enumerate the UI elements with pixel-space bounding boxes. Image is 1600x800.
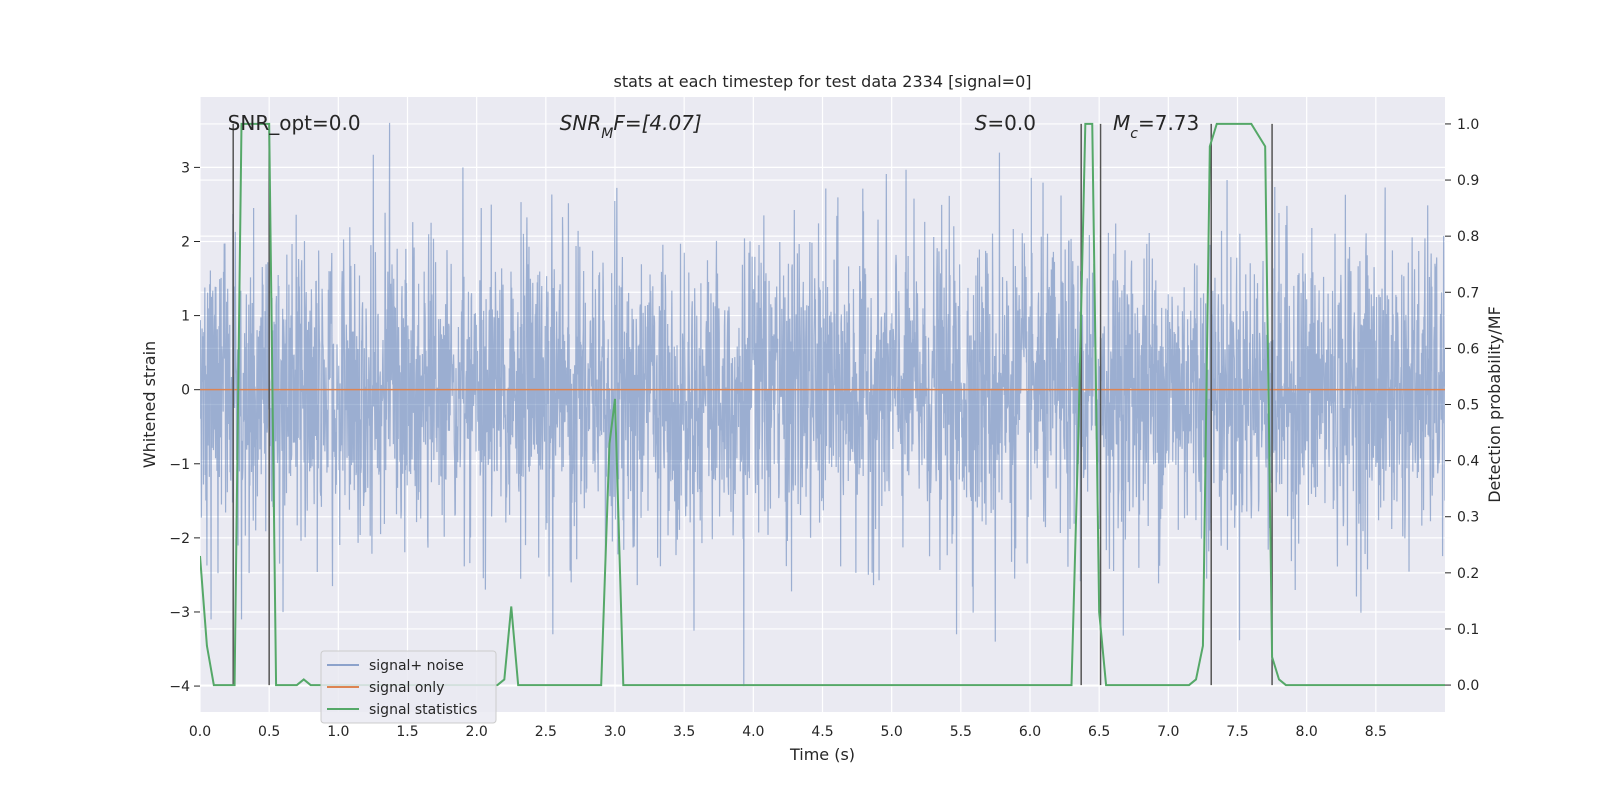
y-tick-label: −3 bbox=[169, 605, 190, 621]
y-tick-label: 0 bbox=[181, 383, 190, 399]
annotation-mc: Mc=7.73 bbox=[1113, 111, 1199, 142]
signal-noise-line bbox=[200, 122, 1445, 687]
y-axis-label: Whitened strain bbox=[140, 341, 159, 468]
y-axis-ticks: 3 2 1 0 −1 −2 −3 −4 bbox=[169, 160, 200, 695]
signal-statistics-line bbox=[200, 122, 1445, 687]
x-tick-label: 1.5 bbox=[396, 724, 418, 740]
y2-tick-label: 0.8 bbox=[1457, 229, 1479, 245]
y2-axis-label: Detection probability/MF bbox=[1485, 306, 1504, 503]
annotation-s: S=0.0 bbox=[975, 111, 1036, 135]
y2-tick-label: 0.4 bbox=[1457, 454, 1479, 470]
legend-label-1: signal only bbox=[369, 680, 444, 696]
x-tick-label: 5.5 bbox=[950, 724, 972, 740]
chart-title: stats at each timestep for test data 233… bbox=[613, 72, 1031, 91]
annotation-mc-sub: c bbox=[1130, 126, 1138, 142]
vertical-markers bbox=[232, 123, 1273, 686]
y2-tick-label: 0.2 bbox=[1457, 566, 1479, 582]
annotation-snr-mf-sub: M bbox=[601, 126, 613, 142]
y-tick-label: −2 bbox=[169, 531, 190, 547]
annotation-snr-mf: SNRMF=[4.07] bbox=[560, 111, 702, 142]
series-signal-statistics bbox=[200, 122, 1445, 687]
x-tick-label: 7.0 bbox=[1157, 724, 1179, 740]
x-tick-label: 7.5 bbox=[1226, 724, 1248, 740]
annotation-mc-prefix: M bbox=[1113, 111, 1130, 135]
x-tick-label: 2.5 bbox=[535, 724, 557, 740]
x-tick-label: 0.0 bbox=[189, 724, 211, 740]
y2-tick-label: 0.7 bbox=[1457, 285, 1479, 301]
x-tick-label: 6.5 bbox=[1088, 724, 1110, 740]
y2-tick-label: 0.3 bbox=[1457, 510, 1479, 526]
y-tick-label: 3 bbox=[181, 160, 190, 176]
y2-tick-label: 0.0 bbox=[1457, 678, 1479, 694]
annotations: SNR_opt=0.0 SNRMF=[4.07] S=0.0 Mc=7.73 bbox=[228, 111, 1200, 142]
annotation-snr-mf-suffix: F=[4.07] bbox=[613, 111, 701, 135]
x-axis-ticks: 0.0 0.5 1.0 1.5 2.0 2.5 3.0 3.5 4.0 4.5 5.0 5.5 6.0 6… bbox=[189, 724, 1387, 740]
y2-tick-label: 0.5 bbox=[1457, 398, 1479, 414]
y2-axis-ticks: 1.0 0.9 0.8 0.7 0.6 0.5 0.4 0.3 0.2 0.1 0.0 bbox=[1445, 117, 1479, 694]
annotation-snr-opt: SNR_opt=0.0 bbox=[228, 111, 361, 135]
legend-label-2: signal statistics bbox=[369, 702, 477, 718]
annotation-s-suffix: =0.0 bbox=[987, 111, 1036, 135]
y2-tick-label: 0.1 bbox=[1457, 622, 1479, 638]
x-tick-label: 4.0 bbox=[742, 724, 764, 740]
series-signal-noise bbox=[200, 122, 1445, 687]
y2-tick-label: 1.0 bbox=[1457, 117, 1479, 133]
y2-tick-label: 0.6 bbox=[1457, 341, 1479, 357]
x-tick-label: 8.0 bbox=[1296, 724, 1318, 740]
y-tick-label: 2 bbox=[181, 234, 190, 250]
x-tick-label: 6.0 bbox=[1019, 724, 1041, 740]
y-tick-label: 1 bbox=[181, 309, 190, 325]
annotation-snr-mf-prefix: SNR bbox=[560, 111, 602, 135]
legend-label-0: signal+ noise bbox=[369, 658, 464, 674]
x-tick-label: 5.0 bbox=[881, 724, 903, 740]
x-tick-label: 3.0 bbox=[604, 724, 626, 740]
x-tick-label: 3.5 bbox=[673, 724, 695, 740]
plot-area bbox=[200, 122, 1445, 687]
legend-box bbox=[320, 650, 497, 724]
annotation-s-prefix: S bbox=[975, 111, 988, 135]
y2-tick-label: 0.9 bbox=[1457, 173, 1479, 189]
y-tick-label: −4 bbox=[169, 679, 190, 695]
x-tick-label: 0.5 bbox=[258, 724, 280, 740]
x-tick-label: 1.0 bbox=[327, 724, 349, 740]
x-tick-label: 2.0 bbox=[466, 724, 488, 740]
annotation-mc-suffix: =7.73 bbox=[1138, 111, 1199, 135]
x-axis-label: Time (s) bbox=[789, 745, 855, 764]
x-tick-label: 8.5 bbox=[1365, 724, 1387, 740]
x-tick-label: 4.5 bbox=[811, 724, 833, 740]
legend: signal+ noise signal only signal statistic… bbox=[320, 650, 497, 724]
y-tick-label: −1 bbox=[169, 457, 190, 473]
